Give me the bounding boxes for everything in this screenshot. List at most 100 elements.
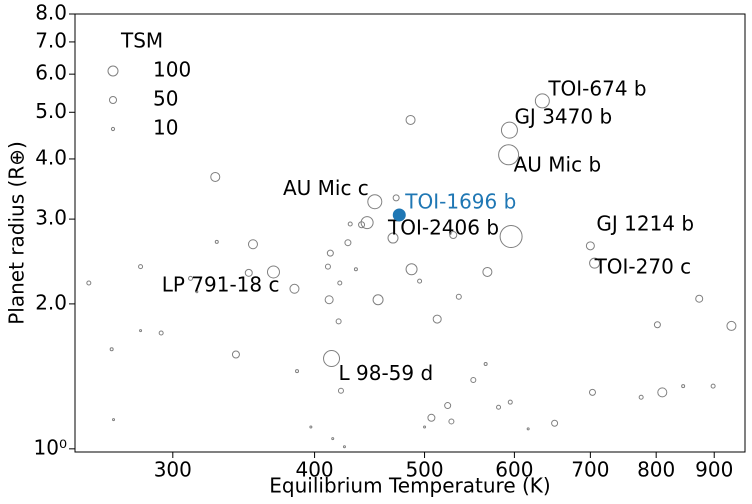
point: [337, 387, 344, 394]
y-tick-label: 4.0: [35, 145, 67, 169]
point: [455, 293, 462, 300]
x-tick-label: 600: [495, 458, 533, 482]
point: [344, 239, 352, 247]
point: [353, 267, 358, 272]
point-label: AU Mic b: [514, 152, 602, 176]
plot-frame: [74, 13, 746, 453]
point: [405, 114, 416, 125]
point: [335, 318, 342, 325]
point: [448, 418, 455, 425]
legend-marker: [110, 126, 116, 132]
legend-marker: [107, 65, 119, 77]
point: [195, 290, 199, 294]
highlight-point: [392, 208, 406, 222]
legend-title: TSM: [120, 29, 163, 53]
legend-label: 50: [153, 87, 178, 111]
point: [309, 425, 313, 429]
y-tick-label: 10⁰: [34, 435, 67, 459]
point: [405, 263, 418, 276]
point: [337, 280, 343, 286]
x-tick-label: 800: [637, 458, 675, 482]
point: [158, 330, 164, 336]
point: [360, 216, 374, 230]
x-tick-label: 700: [571, 458, 609, 482]
point: [695, 294, 704, 303]
legend-label: 100: [153, 58, 191, 82]
point: [244, 268, 253, 277]
point: [138, 264, 144, 270]
point: [483, 362, 488, 367]
point: [247, 239, 258, 250]
point: [588, 388, 596, 396]
x-tick-label: 500: [405, 458, 443, 482]
point: [507, 399, 513, 405]
point: [496, 404, 502, 410]
point-label: TOI-674 b: [547, 76, 646, 100]
point: [331, 437, 335, 441]
point: [500, 121, 518, 139]
point-label: TOI-270 c: [594, 255, 692, 279]
y-tick-label: 8.0: [35, 1, 67, 25]
point: [526, 427, 530, 431]
point: [498, 144, 520, 166]
point: [534, 93, 550, 109]
point: [585, 241, 595, 251]
point: [326, 249, 334, 257]
x-axis-label: Equilibrium Temperature (K): [269, 474, 550, 498]
point: [387, 232, 399, 244]
point-label: AU Mic c: [283, 176, 369, 200]
y-tick-label: 7.0: [35, 28, 67, 52]
point: [638, 394, 644, 400]
x-tick-label: 900: [695, 458, 733, 482]
point: [324, 263, 331, 270]
point: [214, 239, 219, 244]
y-axis-label: Planet radius (R⊕): [5, 141, 29, 325]
y-tick-label: 2.0: [35, 290, 67, 314]
point: [681, 384, 686, 389]
point: [266, 265, 280, 279]
point: [657, 387, 668, 398]
point-label: GJ 1214 b: [596, 211, 694, 235]
point: [112, 418, 116, 422]
point: [482, 266, 493, 277]
point: [710, 383, 716, 389]
point: [109, 347, 114, 352]
point: [86, 280, 92, 286]
y-tick-label: 3.0: [35, 206, 67, 230]
point: [323, 350, 341, 368]
point: [139, 329, 143, 333]
point: [551, 419, 559, 427]
y-tick-label: 5.0: [35, 99, 67, 123]
point: [449, 231, 458, 240]
point: [367, 194, 383, 210]
point: [444, 402, 452, 410]
point: [417, 278, 423, 284]
highlight-label: TOI-1696 b: [404, 189, 516, 213]
point-label: TOI-2406 b: [387, 216, 499, 240]
point: [231, 350, 240, 359]
point: [342, 445, 346, 449]
x-tick-label: 300: [154, 458, 192, 482]
point-label: LP 791-18 c: [162, 272, 280, 296]
point: [589, 257, 601, 269]
point: [372, 294, 384, 306]
point: [295, 369, 300, 374]
point: [653, 321, 661, 329]
x-tick-label: 400: [295, 458, 333, 482]
point: [289, 283, 300, 294]
point: [423, 425, 427, 429]
point: [726, 320, 737, 331]
point: [427, 413, 436, 422]
legend-marker: [108, 95, 118, 105]
legend-label: 10: [153, 116, 178, 140]
point-label: GJ 3470 b: [514, 105, 612, 129]
point: [347, 221, 353, 227]
point: [470, 376, 477, 383]
point: [188, 275, 194, 281]
point: [499, 225, 523, 249]
point: [210, 171, 221, 182]
point-label: L 98-59 d: [339, 361, 434, 385]
point: [432, 314, 442, 324]
point: [324, 295, 334, 305]
